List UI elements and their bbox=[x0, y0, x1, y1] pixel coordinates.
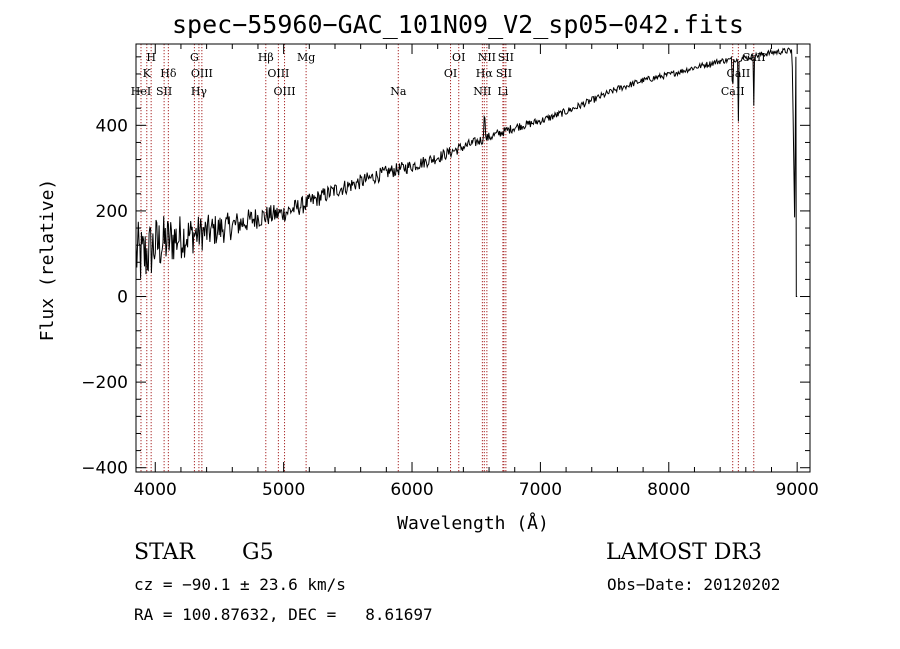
x-tick-label: 8000 bbox=[647, 480, 690, 500]
survey-name: LAMOST DR3 bbox=[606, 540, 762, 565]
object-class: STAR bbox=[134, 540, 195, 565]
y-tick-label: −200 bbox=[81, 373, 128, 393]
spectral-line-label: HeI bbox=[131, 85, 151, 98]
y-tick-label: 200 bbox=[96, 202, 128, 222]
spectral-line-label: SII bbox=[496, 67, 512, 80]
y-axis-label: Flux (relative) bbox=[37, 179, 58, 342]
spectral-line-label: OI bbox=[444, 67, 457, 80]
spectral-line-label: Li bbox=[497, 85, 508, 98]
spectral-line-label: K bbox=[143, 67, 152, 80]
x-tick-label: 5000 bbox=[262, 480, 305, 500]
spectral-line-label: Hγ bbox=[191, 85, 208, 98]
obs-date: Obs−Date: 20120202 bbox=[607, 575, 781, 594]
y-tick-label: 400 bbox=[96, 116, 128, 136]
y-tick-label: 0 bbox=[117, 288, 128, 308]
spectral-line-label: Hα bbox=[476, 67, 494, 80]
spectral-line-label: SII bbox=[156, 85, 172, 98]
coordinates: RA = 100.87632, DEC = 8.61697 bbox=[134, 605, 433, 624]
spectral-line-label: CaII bbox=[727, 67, 751, 80]
spectral-line-label: OI bbox=[452, 51, 465, 64]
spectral-lines bbox=[140, 44, 755, 472]
spectral-line-label: Hβ bbox=[258, 51, 274, 64]
chart-title: spec−55960−GAC_101N09_V2_sp05−042.fits bbox=[172, 10, 744, 39]
spectral-line-label: G bbox=[190, 51, 199, 64]
spectral-line-label: OIII bbox=[267, 67, 289, 80]
plot-frame bbox=[135, 43, 811, 473]
spectral-line-label: NII bbox=[478, 51, 496, 64]
spectral-line-label: H bbox=[146, 51, 156, 64]
spectral-line-label: NII bbox=[473, 85, 491, 98]
y-tick-label: −400 bbox=[81, 459, 128, 479]
x-axis-label: Wavelength (Å) bbox=[397, 512, 549, 534]
x-tick-label: 4000 bbox=[134, 480, 177, 500]
subclass: G5 bbox=[242, 540, 274, 565]
redshift-readout: cz = −90.1 ± 23.6 km/s bbox=[134, 575, 346, 594]
x-tick-label: 6000 bbox=[390, 480, 433, 500]
flux-series bbox=[135, 47, 798, 297]
spectral-line-label: Mg bbox=[297, 51, 315, 64]
spectral-line-label: Hδ bbox=[160, 67, 177, 80]
x-tick-label: 7000 bbox=[519, 480, 562, 500]
spectral-line-label: CaII bbox=[721, 85, 745, 98]
flux-series-group bbox=[135, 47, 798, 297]
axes: 4000 5000 6000 7000 8000 9000 −400 −200 0 200 400 W… bbox=[37, 43, 819, 534]
spectral-line-label: OIII bbox=[274, 85, 296, 98]
spectral-line-label: Na bbox=[390, 85, 407, 98]
spectral-line-label: SII bbox=[498, 51, 514, 64]
spectral-line-label: OIII bbox=[191, 67, 213, 80]
x-tick-label: 9000 bbox=[776, 480, 819, 500]
spectral-line-label: CaII bbox=[742, 51, 766, 64]
